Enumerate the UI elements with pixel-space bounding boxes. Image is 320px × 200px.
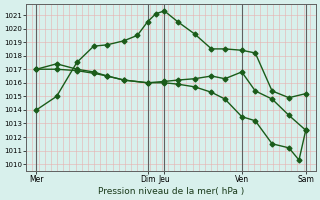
X-axis label: Pression niveau de la mer( hPa ): Pression niveau de la mer( hPa ) [98, 187, 244, 196]
